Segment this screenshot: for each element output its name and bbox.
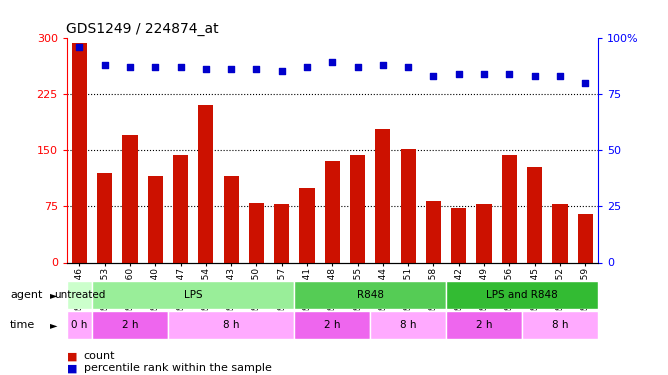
Bar xyxy=(295,311,370,339)
Point xyxy=(327,59,338,65)
Bar xyxy=(122,135,138,262)
Text: 0 h: 0 h xyxy=(71,320,88,330)
Point xyxy=(200,66,211,72)
Text: 2 h: 2 h xyxy=(476,320,492,330)
Point xyxy=(100,62,110,68)
Text: ►: ► xyxy=(50,290,57,300)
Text: 8 h: 8 h xyxy=(400,320,416,330)
Bar xyxy=(198,105,214,262)
Point xyxy=(175,64,186,70)
Bar xyxy=(249,202,264,262)
Point xyxy=(74,44,85,50)
Bar xyxy=(446,281,598,309)
Text: ■: ■ xyxy=(67,363,77,373)
Text: untreated: untreated xyxy=(53,290,105,300)
Bar xyxy=(97,172,112,262)
Bar xyxy=(173,155,188,262)
Bar xyxy=(148,176,163,262)
Point xyxy=(377,62,388,68)
Point xyxy=(277,68,287,74)
Point xyxy=(150,64,161,70)
Bar xyxy=(522,311,598,339)
Point xyxy=(125,64,136,70)
Bar xyxy=(375,129,391,262)
Text: ■: ■ xyxy=(67,351,77,361)
Point xyxy=(504,70,515,76)
Text: percentile rank within the sample: percentile rank within the sample xyxy=(84,363,271,373)
Text: time: time xyxy=(10,320,35,330)
Text: GDS1249 / 224874_at: GDS1249 / 224874_at xyxy=(66,22,219,36)
Bar xyxy=(92,281,295,309)
Point xyxy=(403,64,413,70)
Point xyxy=(352,64,363,70)
Text: agent: agent xyxy=(10,290,42,300)
Bar xyxy=(92,311,168,339)
Text: count: count xyxy=(84,351,115,361)
Bar xyxy=(295,281,446,309)
Bar xyxy=(401,148,415,262)
Bar xyxy=(67,281,92,309)
Bar xyxy=(451,208,466,262)
Bar xyxy=(168,311,295,339)
Text: 8 h: 8 h xyxy=(223,320,239,330)
Bar xyxy=(578,214,593,262)
Point xyxy=(428,73,439,79)
Point xyxy=(251,66,262,72)
Point xyxy=(529,73,540,79)
Point xyxy=(454,70,464,76)
Text: LPS and R848: LPS and R848 xyxy=(486,290,558,300)
Text: 8 h: 8 h xyxy=(552,320,568,330)
Bar xyxy=(224,176,238,262)
Bar xyxy=(67,311,92,339)
Text: R848: R848 xyxy=(357,290,383,300)
Bar xyxy=(446,311,522,339)
Bar xyxy=(72,43,87,262)
Point xyxy=(580,80,591,86)
Text: 2 h: 2 h xyxy=(122,320,138,330)
Bar xyxy=(274,204,289,262)
Text: ►: ► xyxy=(50,320,57,330)
Bar xyxy=(426,201,441,262)
Bar xyxy=(325,161,340,262)
Bar xyxy=(527,166,542,262)
Text: LPS: LPS xyxy=(184,290,202,300)
Bar xyxy=(476,204,492,262)
Bar xyxy=(552,204,568,262)
Point xyxy=(554,73,565,79)
Bar xyxy=(502,155,517,262)
Point xyxy=(479,70,490,76)
Point xyxy=(302,64,313,70)
Point xyxy=(226,66,236,72)
Bar xyxy=(370,311,446,339)
Bar xyxy=(350,155,365,262)
Text: 2 h: 2 h xyxy=(324,320,341,330)
Bar xyxy=(299,188,315,262)
